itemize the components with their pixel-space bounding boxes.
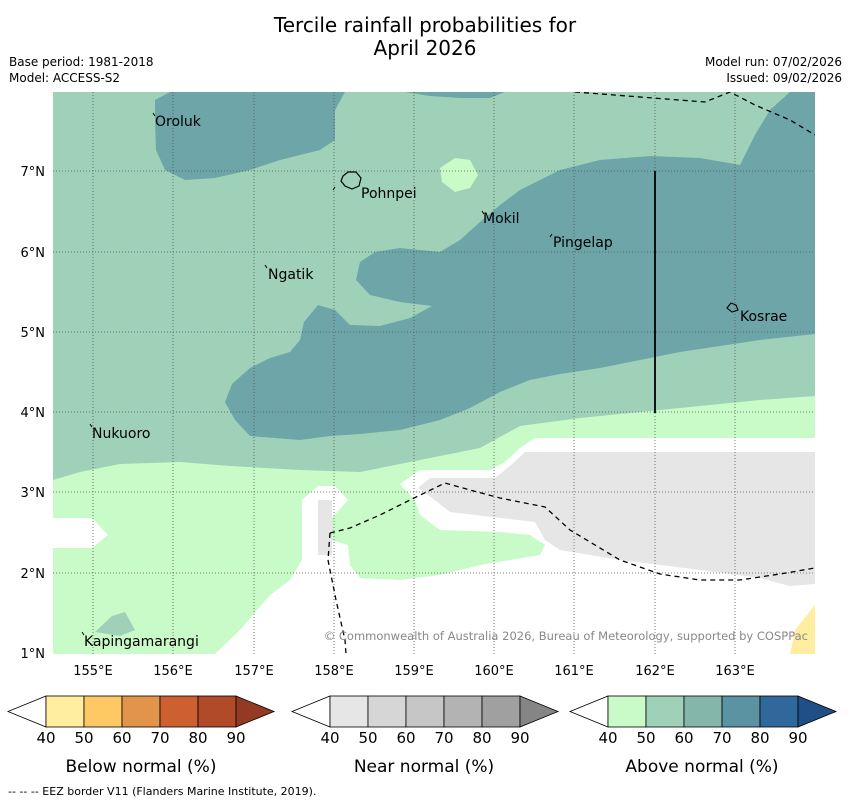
above-legend-tick: 70	[712, 729, 731, 747]
below-legend-tick: 40	[36, 729, 55, 747]
legend-below-normal: 40 50 60 70 80 90 Below normal (%)	[6, 695, 276, 777]
above-legend-tick: 60	[674, 729, 693, 747]
near-legend-tick: 70	[434, 729, 453, 747]
lon-tick-155: 155°E	[73, 664, 113, 679]
atoll-markers	[81, 112, 553, 636]
above-legend-tick: 80	[750, 729, 769, 747]
near-legend-swatch	[367, 695, 407, 728]
label-kapingamarangi: Kapingamarangi	[84, 634, 199, 650]
near-legend-swatch	[405, 695, 445, 728]
above-legend-tick: 50	[636, 729, 655, 747]
lon-tick-161: 161°E	[554, 664, 594, 679]
near-legend-swatch	[329, 695, 369, 728]
label-oroluk: Oroluk	[155, 114, 202, 130]
base-period: Base period: 1981-2018	[9, 55, 154, 69]
below-legend-tick: 90	[226, 729, 245, 747]
near-normal-patch	[318, 500, 332, 555]
near-legend-tick: 90	[510, 729, 529, 747]
lat-tick-3: 3°N	[21, 486, 46, 501]
lat-tick-7: 7°N	[21, 165, 46, 180]
below-legend-label: Below normal (%)	[66, 757, 217, 777]
lat-tick-6: 6°N	[21, 246, 46, 261]
lon-tick-156: 156°E	[153, 664, 193, 679]
near-legend-label: Near normal (%)	[354, 757, 494, 777]
below-legend-tick: 80	[188, 729, 207, 747]
above-legend-swatch	[607, 695, 647, 728]
label-pingelap: Pingelap	[553, 235, 613, 251]
below-legend-swatch	[83, 695, 123, 728]
above-legend-min-arrow	[568, 695, 609, 728]
label-ngatik: Ngatik	[268, 267, 314, 283]
lon-tick-157: 157°E	[234, 664, 274, 679]
model-run: Model run: 07/02/2026	[704, 55, 842, 69]
above-legend-swatch	[683, 695, 723, 728]
no-skill-region-west	[53, 518, 108, 548]
above-40-patch-north	[440, 158, 478, 192]
label-mokil: Mokil	[483, 211, 520, 227]
near-legend-min-arrow	[290, 695, 331, 728]
map-title: Tercile rainfall probabilities for April…	[0, 14, 850, 60]
near-legend-max-arrow	[519, 695, 560, 728]
lon-tick-163: 163°E	[715, 664, 755, 679]
legend-near-normal: 40 50 60 70 80 90 Near normal (%)	[290, 695, 560, 777]
issued-date: Issued: 09/02/2026	[726, 71, 842, 85]
below-legend-swatch	[45, 695, 85, 728]
lon-tick-159: 159°E	[394, 664, 434, 679]
lat-tick-2: 2°N	[21, 567, 46, 582]
below-legend-swatch	[197, 695, 237, 728]
title-line-1: Tercile rainfall probabilities for	[273, 13, 577, 37]
above-legend-tick: 40	[598, 729, 617, 747]
lat-tick-4: 4°N	[21, 406, 46, 421]
above-60-region-north	[155, 92, 345, 180]
lon-tick-158: 158°E	[314, 664, 354, 679]
below-legend-tick: 70	[150, 729, 169, 747]
near-legend-swatch	[443, 695, 483, 728]
below-legend-swatch	[121, 695, 161, 728]
title-line-2: April 2026	[373, 36, 477, 60]
map-area: Oroluk Pohnpei Mokil Pingelap Ngatik Kos…	[53, 92, 815, 654]
eez-footnote: -- -- -- EEZ border V11 (Flanders Marine…	[8, 785, 317, 798]
below-legend-min-arrow	[6, 695, 47, 728]
below-legend-swatch	[159, 695, 199, 728]
near-legend-tick: 40	[320, 729, 339, 747]
above-legend-tick: 90	[788, 729, 807, 747]
above-legend-swatch	[721, 695, 761, 728]
above-legend-swatch	[759, 695, 799, 728]
meta-right: Model run: 07/02/2026 Issued: 09/02/2026	[705, 54, 842, 86]
near-legend-tick: 60	[396, 729, 415, 747]
near-normal-region	[418, 452, 815, 586]
above-60-region-top	[405, 92, 505, 98]
gridlines	[53, 92, 815, 654]
model-name: Model: ACCESS-S2	[9, 71, 121, 85]
above-legend-label: Above normal (%)	[625, 757, 778, 777]
pohnpei-island	[340, 171, 362, 190]
label-pohnpei: Pohnpei	[361, 186, 417, 202]
legend-above-normal: 40 50 60 70 80 90 Above normal (%)	[568, 695, 838, 777]
near-legend-swatch	[481, 695, 521, 728]
below-legend-tick: 50	[74, 729, 93, 747]
lon-tick-162: 162°E	[635, 664, 675, 679]
below-40-patch	[790, 605, 815, 654]
below-legend-tick: 60	[112, 729, 131, 747]
above-60-region-main	[225, 92, 815, 440]
meta-left: Base period: 1981-2018 Model: ACCESS-S2	[9, 54, 154, 86]
lon-tick-160: 160°E	[474, 664, 514, 679]
above-legend-swatch	[645, 695, 685, 728]
below-legend-max-arrow	[235, 695, 276, 728]
above-legend-max-arrow	[797, 695, 838, 728]
lat-tick-5: 5°N	[21, 326, 46, 341]
lat-tick-1: 1°N	[21, 647, 46, 662]
eez-borders	[327, 92, 815, 654]
label-nukuoro: Nukuoro	[92, 426, 150, 442]
label-kosrae: Kosrae	[740, 309, 787, 325]
near-legend-tick: 50	[358, 729, 377, 747]
copyright-notice: © Commonwealth of Australia 2026, Bureau…	[324, 629, 808, 643]
near-legend-tick: 80	[472, 729, 491, 747]
kosrae-island	[726, 302, 739, 313]
above-50-patch-south	[95, 612, 135, 636]
